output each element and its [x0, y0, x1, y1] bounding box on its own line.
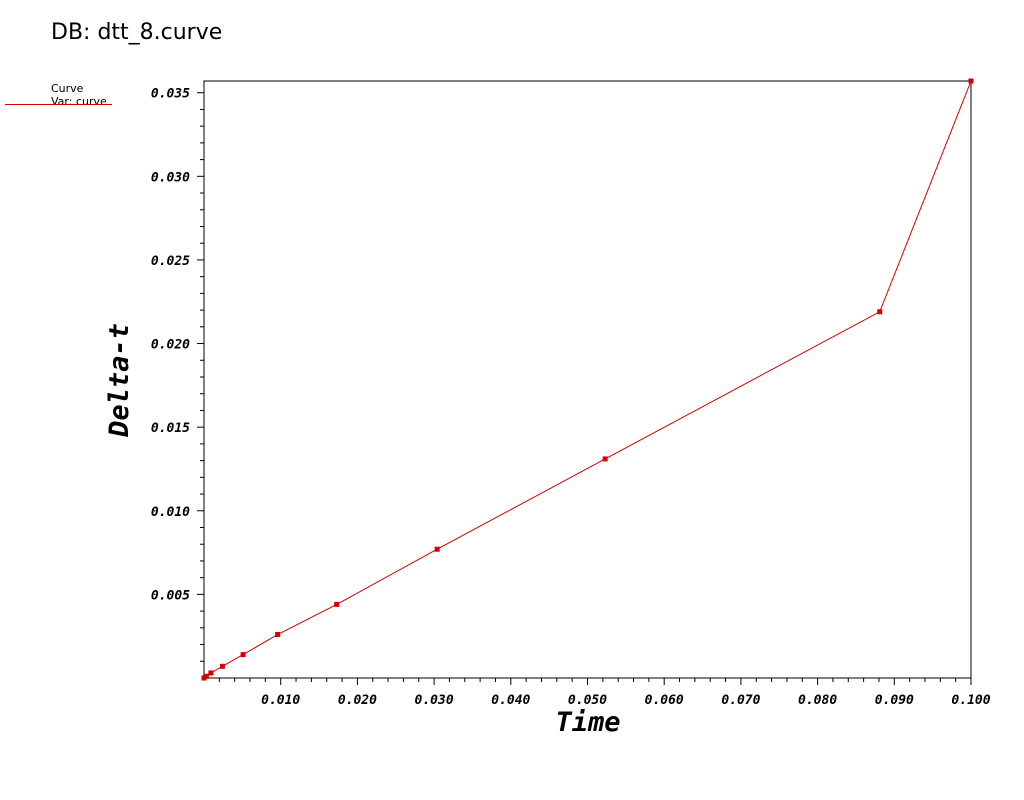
x-tick-label: 0.100 [951, 693, 990, 708]
series-line [203, 80, 972, 679]
data-point [219, 663, 225, 669]
y-tick-label: 0.020 [151, 338, 190, 353]
data-point [602, 456, 608, 462]
legend-line-swatch [5, 104, 112, 105]
x-tick-label: 0.020 [338, 693, 377, 708]
y-tick-label: 0.025 [151, 254, 190, 269]
axis-ticks [197, 92, 972, 685]
database-title: DB: dtt_8.curve [51, 20, 223, 45]
x-tick-label: 0.010 [261, 693, 300, 708]
series-group [201, 78, 974, 681]
x-tick-label: 0.070 [721, 693, 760, 708]
y-tick-label: 0.010 [151, 505, 190, 520]
y-tick-label: 0.035 [151, 87, 190, 102]
x-axis-title: Time [555, 707, 620, 738]
data-point [334, 601, 340, 607]
legend-label-curve: Curve [51, 82, 84, 95]
x-tick-label: 0.090 [875, 693, 914, 708]
y-tick-label: 0.005 [151, 588, 190, 603]
x-tick-label: 0.040 [491, 693, 530, 708]
y-tick-labels: 0.005 0.010 0.015 0.020 0.025 0.030 0.035 [151, 87, 190, 604]
y-axis-title: Delta-t [104, 323, 135, 438]
x-tick-label: 0.030 [415, 693, 454, 708]
data-point [275, 632, 281, 638]
data-point [877, 309, 883, 315]
data-point [434, 546, 440, 552]
y-tick-label: 0.030 [151, 170, 190, 185]
x-tick-label: 0.050 [568, 693, 607, 708]
data-point [240, 652, 246, 658]
x-tick-label: 0.080 [798, 693, 837, 708]
x-tick-label: 0.060 [645, 693, 684, 708]
y-tick-label: 0.015 [151, 421, 190, 436]
data-point [968, 78, 974, 84]
data-point [208, 670, 214, 676]
x-tick-labels: 0.010 0.020 0.030 0.040 0.050 0.060 0.070 0.080… [261, 693, 991, 708]
legend: Curve Var: curve [5, 83, 115, 113]
plot-frame [203, 80, 972, 679]
data-point [203, 673, 209, 679]
